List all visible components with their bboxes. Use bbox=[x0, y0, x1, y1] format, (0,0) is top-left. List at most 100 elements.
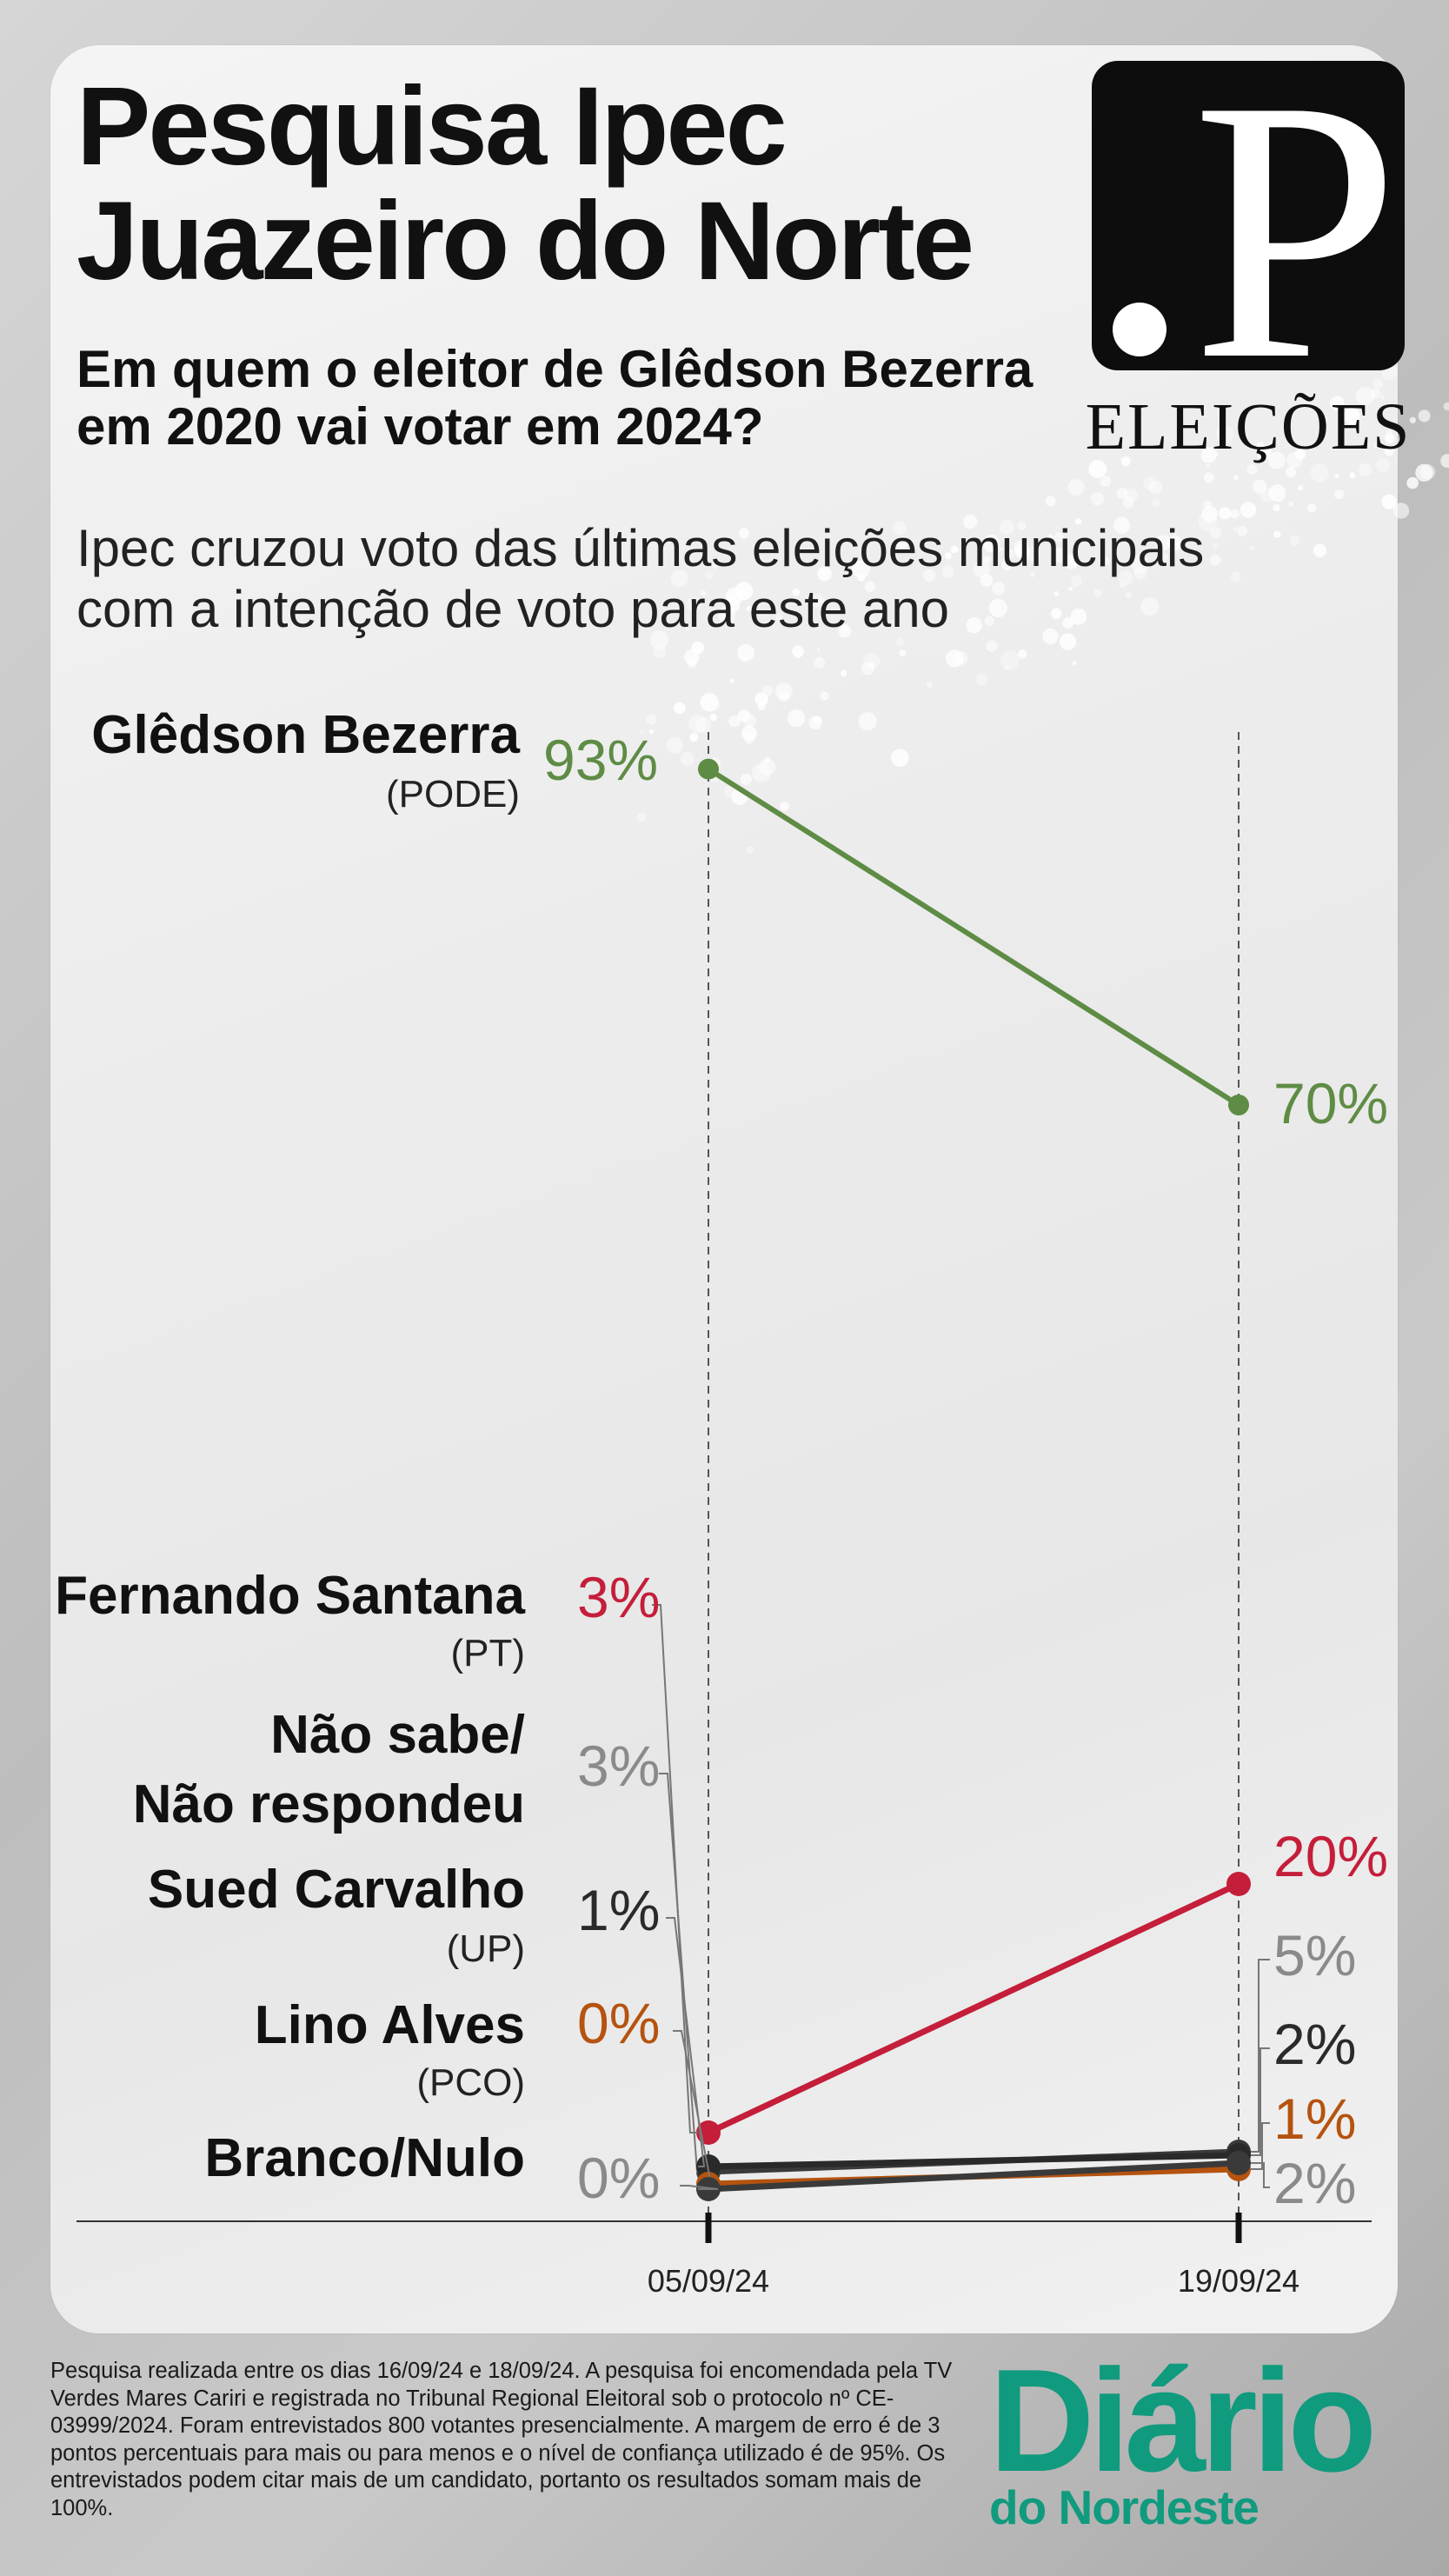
value-label-end: 2% bbox=[1273, 2012, 1356, 2076]
decorative-dot bbox=[1068, 586, 1073, 591]
decorative-dot bbox=[1289, 535, 1300, 546]
diario-do-nordeste-logo: Diário do Nordeste bbox=[989, 2347, 1406, 2533]
decorative-dot bbox=[946, 649, 964, 668]
decorative-dot bbox=[1158, 552, 1169, 563]
decorative-dot bbox=[1050, 608, 1062, 620]
decorative-dot bbox=[1273, 503, 1280, 512]
decorative-dot bbox=[838, 624, 852, 638]
decorative-dot bbox=[1233, 475, 1239, 481]
decorative-dot bbox=[1213, 542, 1220, 549]
series-party: (UP) bbox=[447, 1927, 525, 1970]
decorative-dot bbox=[738, 528, 749, 539]
decorative-dot bbox=[988, 598, 1008, 618]
decorative-dot bbox=[1313, 543, 1327, 558]
decorative-dot bbox=[895, 637, 904, 646]
decorative-dot bbox=[1255, 441, 1265, 450]
decorative-dot bbox=[1418, 409, 1431, 423]
decorative-dot bbox=[774, 682, 793, 701]
decorative-dot bbox=[1047, 534, 1054, 541]
decorative-dot bbox=[1355, 386, 1375, 406]
value-label-start: 0% bbox=[577, 2146, 660, 2210]
decorative-dot bbox=[1398, 437, 1405, 443]
decorative-dot bbox=[1267, 451, 1286, 469]
decorative-dot bbox=[811, 545, 820, 554]
decorative-dot bbox=[1384, 432, 1395, 443]
decorative-dot bbox=[718, 606, 735, 624]
leader-line-left-6 bbox=[680, 2185, 719, 2190]
decorative-dot bbox=[1200, 447, 1217, 463]
decorative-dot bbox=[852, 560, 871, 579]
decorative-dot bbox=[1143, 476, 1157, 490]
decorative-dot bbox=[1016, 521, 1027, 530]
logo-label: ELEIÇÕES bbox=[1085, 390, 1412, 463]
decorative-dot bbox=[1113, 516, 1131, 534]
decorative-dot bbox=[864, 581, 875, 593]
series-party: (PCO) bbox=[416, 2061, 525, 2104]
decorative-dot bbox=[899, 649, 907, 657]
decorative-dot bbox=[1264, 453, 1271, 460]
decorative-dot bbox=[1373, 378, 1383, 389]
decorative-dot bbox=[1173, 531, 1178, 536]
decorative-dot bbox=[811, 594, 825, 608]
decorative-dot bbox=[701, 589, 707, 596]
decorative-dot bbox=[1215, 425, 1234, 443]
value-label-end: 5% bbox=[1273, 1923, 1356, 1987]
decorative-dot bbox=[1307, 503, 1317, 513]
decorative-dot bbox=[950, 545, 959, 554]
series-line-6 bbox=[705, 2160, 1242, 2193]
decorative-dot bbox=[941, 565, 954, 578]
decorative-dot bbox=[1273, 530, 1281, 538]
decorative-dot bbox=[754, 692, 768, 707]
decorative-dot bbox=[666, 736, 683, 754]
decorative-dot bbox=[1131, 555, 1150, 574]
series-name: Glêdson Bezerra bbox=[91, 705, 520, 765]
decorative-dot bbox=[1088, 460, 1107, 478]
decorative-dot bbox=[1246, 463, 1258, 476]
decorative-dot bbox=[1310, 463, 1330, 483]
series-name: Sued Carvalho bbox=[148, 1860, 525, 1920]
decorative-dot bbox=[808, 716, 822, 729]
decorative-dot bbox=[1230, 571, 1241, 582]
series-name: Não sabe/ bbox=[270, 1705, 525, 1765]
page-subtitle: Em quem o eleitor de Glêdson Bezerra em … bbox=[76, 340, 1034, 456]
decorative-dot bbox=[1319, 415, 1329, 425]
decorative-dot bbox=[775, 614, 782, 621]
decorative-dot bbox=[816, 656, 823, 663]
decorative-dot bbox=[787, 709, 806, 728]
line-chart: 05/09/24 19/09/24 Glêdson Bezerra (PODE) 93%… bbox=[55, 705, 1388, 2299]
decorative-dot bbox=[1343, 408, 1360, 425]
decorative-dot bbox=[1148, 480, 1163, 495]
page-description: Ipec cruzou voto das últimas eleições mu… bbox=[76, 519, 1205, 638]
decorative-dot bbox=[678, 606, 683, 610]
series-party: (PT) bbox=[450, 1632, 525, 1674]
decorative-dot bbox=[1201, 505, 1219, 523]
value-label-end: 20% bbox=[1273, 1824, 1388, 1888]
decorative-dot bbox=[1334, 489, 1345, 500]
decorative-dot bbox=[688, 715, 708, 734]
decorative-dot bbox=[999, 519, 1015, 535]
decorative-dot bbox=[1440, 454, 1449, 469]
decorative-dot bbox=[1253, 479, 1267, 494]
decorative-dot bbox=[1119, 582, 1126, 589]
decorative-dot bbox=[1090, 491, 1105, 506]
decorative-dot bbox=[1125, 591, 1132, 598]
decorative-dot bbox=[966, 616, 982, 634]
decorative-dot bbox=[982, 535, 1000, 552]
value-label-start: 0% bbox=[577, 1991, 660, 2055]
decorative-dot bbox=[648, 729, 655, 735]
decorative-dot bbox=[1209, 554, 1221, 566]
decorative-dot bbox=[1268, 484, 1286, 503]
decorative-dot bbox=[685, 627, 689, 631]
series-name: Fernando Santana bbox=[55, 1566, 525, 1626]
value-label-start: 3% bbox=[577, 1565, 660, 1629]
decorative-dot bbox=[742, 714, 757, 728]
decorative-dot bbox=[1260, 488, 1275, 503]
decorative-dot bbox=[1069, 556, 1080, 567]
decorative-dot bbox=[759, 758, 776, 775]
decorative-dot bbox=[857, 573, 866, 582]
decorative-dot bbox=[980, 574, 994, 587]
series-point-start-1 bbox=[698, 758, 719, 780]
decorative-dot bbox=[1406, 476, 1419, 489]
decorative-dot bbox=[1240, 502, 1257, 518]
brand-sub: do Nordeste bbox=[989, 2480, 1260, 2534]
